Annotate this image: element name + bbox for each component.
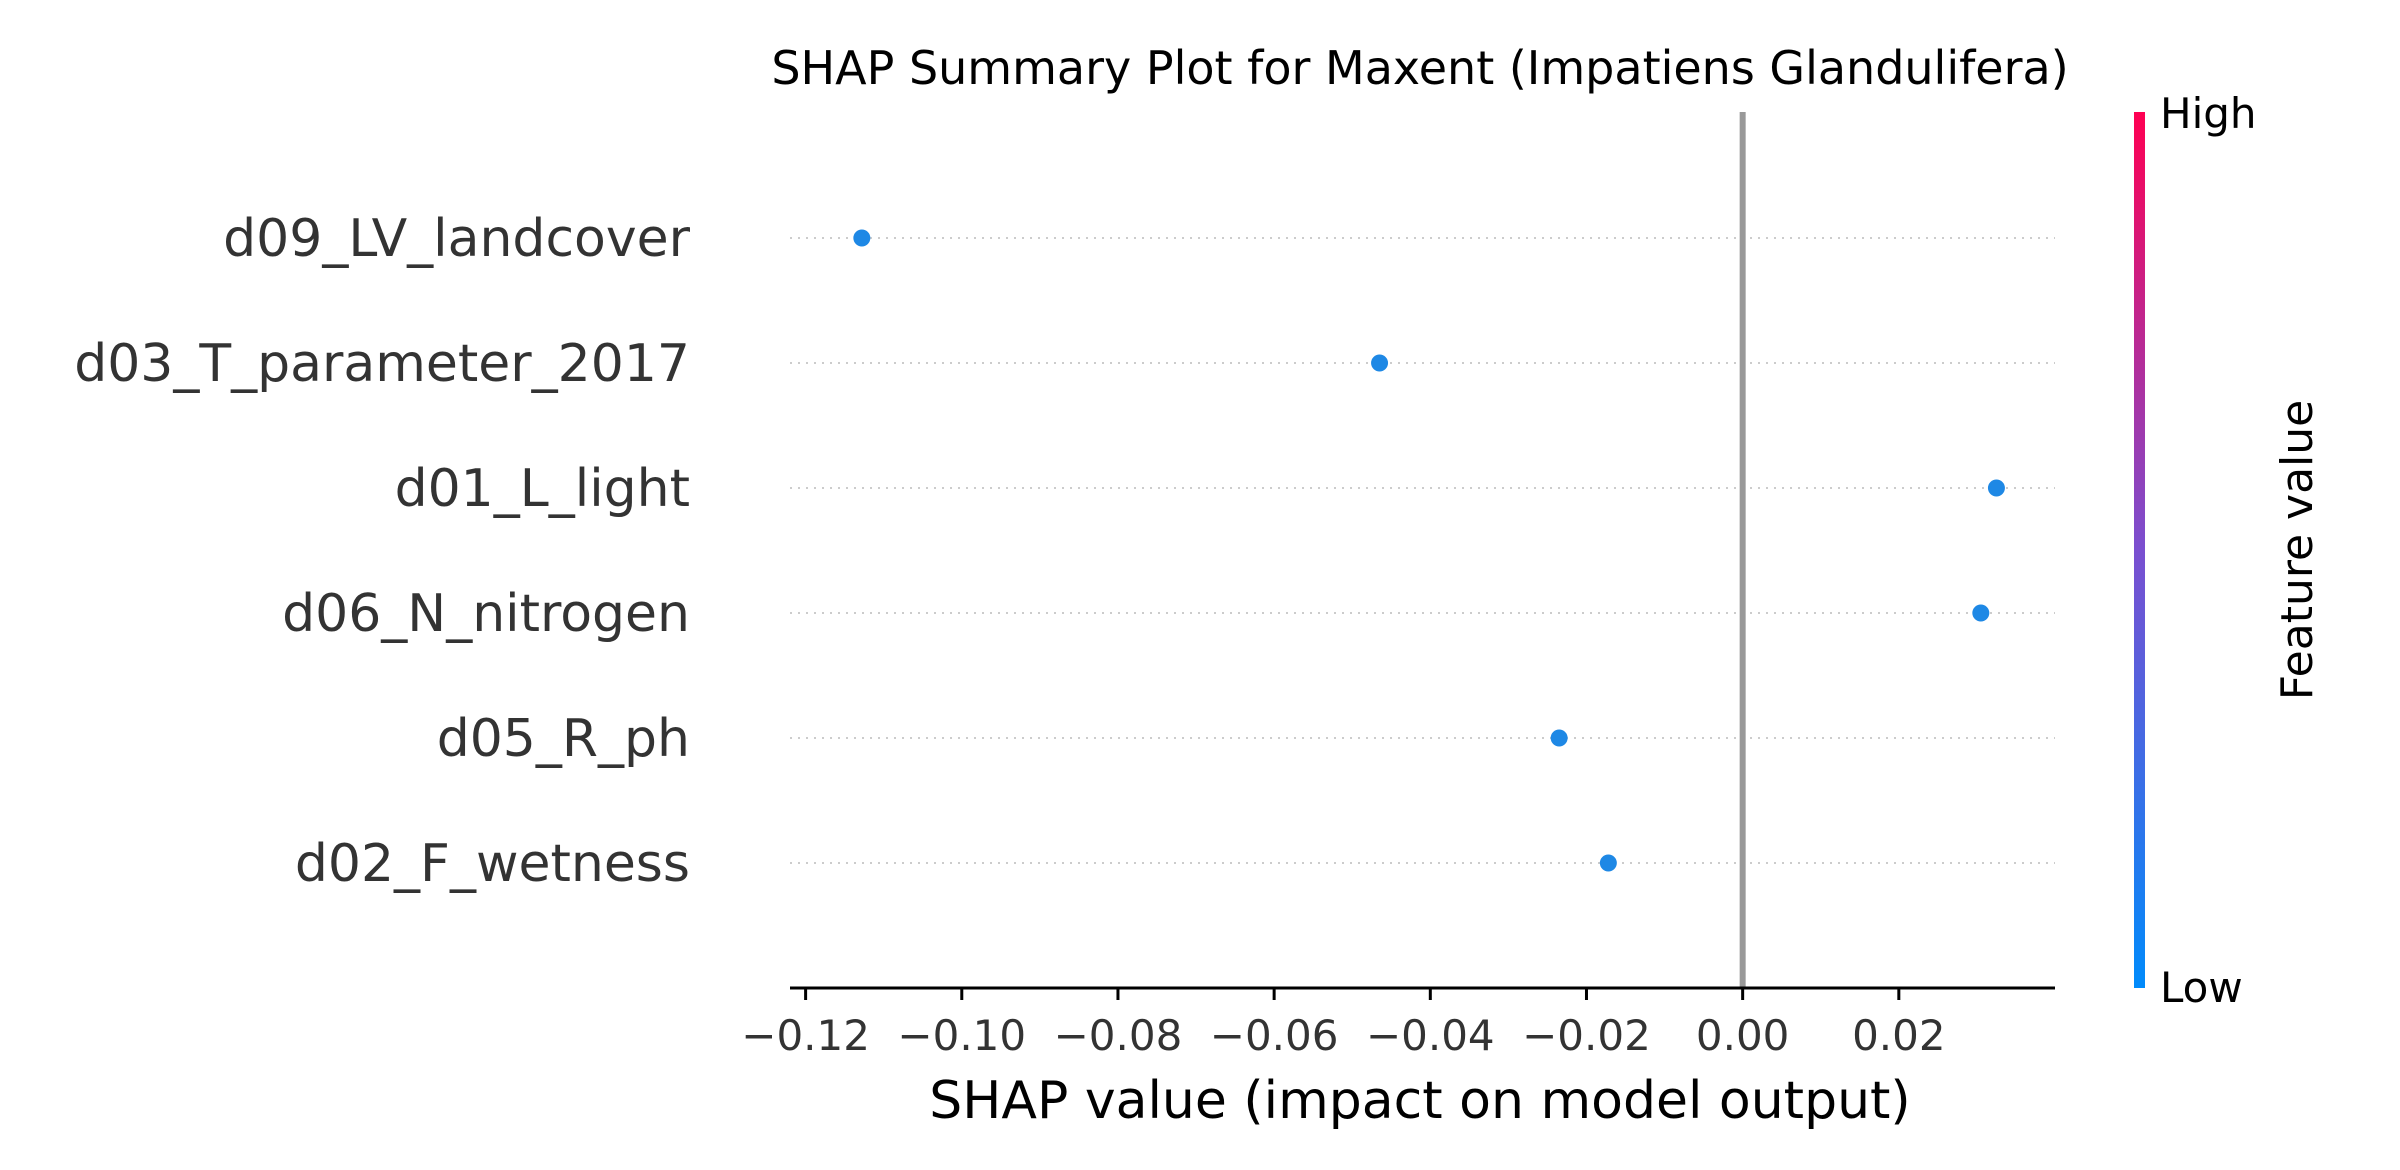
- row-guides: [790, 237, 2055, 864]
- x-tick-label: 0.02: [1852, 1011, 1946, 1060]
- x-ticks: −0.12 −0.10 −0.08 −0.06 −0.04 −0.02 0.00 0.02: [741, 988, 1946, 1060]
- colorbar-high-label: High: [2160, 89, 2257, 138]
- x-axis-label: SHAP value (impact on model output): [929, 1071, 1910, 1131]
- feature-label: d05_R_ph: [437, 709, 690, 769]
- colorbar-label: Feature value: [2272, 400, 2323, 700]
- x-tick-label: −0.04: [1366, 1011, 1495, 1060]
- shap-point: [1371, 354, 1389, 372]
- x-tick-label: −0.02: [1522, 1011, 1651, 1060]
- colorbar: [2134, 112, 2145, 988]
- shap-point: [1550, 729, 1568, 747]
- feature-label: d01_L_light: [395, 459, 690, 519]
- feature-labels: d09_LV_landcover d03_T_parameter_2017 d01_…: [74, 209, 690, 894]
- x-tick-label: −0.10: [897, 1011, 1026, 1060]
- x-tick-label: −0.06: [1210, 1011, 1339, 1060]
- colorbar-low-label: Low: [2160, 963, 2243, 1012]
- x-tick-label: −0.08: [1054, 1011, 1183, 1060]
- x-tick-label: 0.00: [1696, 1011, 1790, 1060]
- shap-point: [1987, 479, 2005, 497]
- shap-point: [853, 229, 871, 247]
- feature-label: d09_LV_landcover: [223, 209, 690, 269]
- feature-label: d06_N_nitrogen: [282, 584, 690, 644]
- feature-label: d02_F_wetness: [295, 834, 690, 894]
- shap-point: [1972, 604, 1990, 622]
- feature-label: d03_T_parameter_2017: [74, 334, 690, 394]
- x-tick-label: −0.12: [741, 1011, 870, 1060]
- data-points: [853, 229, 2005, 872]
- chart-title: SHAP Summary Plot for Maxent (Impatiens …: [771, 41, 2068, 95]
- shap-point: [1599, 854, 1617, 872]
